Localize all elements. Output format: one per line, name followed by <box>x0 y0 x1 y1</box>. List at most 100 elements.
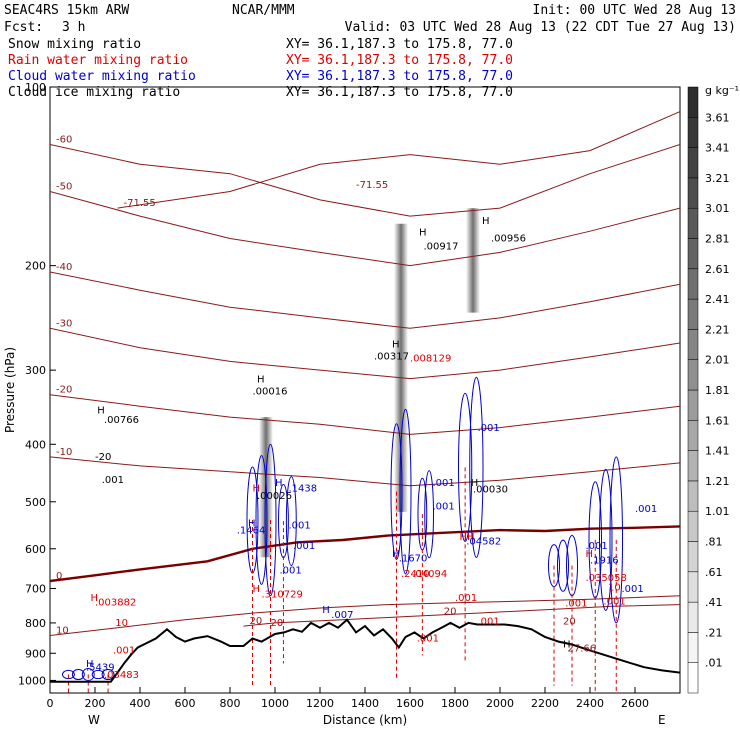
cloud-water-contour <box>557 539 569 592</box>
field-legend-name: Snow mixing ratio <box>8 37 141 52</box>
y-tick-label: 700 <box>25 583 46 596</box>
contour-annotation: 20 <box>563 617 576 628</box>
contour-annotation: .001 <box>565 598 587 609</box>
x-tick-label: 0 <box>47 697 54 710</box>
colorbar-swatch <box>687 420 699 451</box>
contour-annotation: H <box>97 406 105 417</box>
cloud-water-contour <box>81 668 95 681</box>
colorbar-label: 1.21 <box>705 475 730 488</box>
y-axis: 100 200 300 400 500 600 700 800 900 1000 <box>18 81 56 687</box>
contour-annotation: .008129 <box>410 353 451 364</box>
cloud-water-contour <box>424 470 434 559</box>
temperature-contour <box>50 595 680 636</box>
colorbar-label: .81 <box>705 536 723 549</box>
colorbar-label: 3.61 <box>705 111 730 124</box>
y-tick-label: 800 <box>25 617 46 630</box>
colorbar-swatch <box>687 389 699 421</box>
colorbar-swatch <box>687 662 699 694</box>
contour-annotation: .001 <box>280 565 302 576</box>
contour-annotation: .04094 <box>412 569 447 580</box>
temperature-contour-label: -40 <box>56 262 72 273</box>
y-tick-label: 100 <box>25 81 46 94</box>
colorbar-swatch <box>687 480 699 512</box>
contour-annotation: H <box>253 584 261 595</box>
y-tick-label: 500 <box>25 496 46 509</box>
colorbar-swatch <box>687 147 699 179</box>
temperature-contour-label: -30 <box>56 318 72 329</box>
colorbar-swatch <box>687 207 699 239</box>
y-tick-label: 400 <box>25 438 46 451</box>
contour-annotation: 10 <box>115 618 128 629</box>
colorbar-swatch <box>687 359 699 391</box>
cloud-water-contour <box>609 456 623 624</box>
contour-annotation: .2410 <box>401 569 430 580</box>
field-legend-xy: XY= 36.1,187.3 to 175.8, 77.0 <box>286 85 513 100</box>
temperature-contour <box>50 456 680 487</box>
contour-annotation: 27.66 <box>568 643 597 654</box>
contour-annotation: .001 <box>102 475 124 486</box>
temperature-contour <box>117 111 680 209</box>
x-tick-label: 2600 <box>621 697 649 710</box>
x-tick-label: 1200 <box>306 697 334 710</box>
contour-annotation: .035058 <box>586 573 627 584</box>
contour-annotation: 20 <box>444 607 457 618</box>
x-tick-label: 2000 <box>486 697 514 710</box>
contour-annotation: .00917 <box>424 242 459 253</box>
contour-annotation: H <box>471 478 479 489</box>
y-axis-title: Pressure (hPa) <box>3 347 17 433</box>
contour-annotation: .001 <box>635 504 657 515</box>
colorbar-label: 1.41 <box>705 445 730 458</box>
contour-annotation: .001 <box>433 501 455 512</box>
contour-annotation: .001 <box>455 593 477 604</box>
contour-annotation: HH <box>460 532 475 543</box>
contour-annotation: -20 <box>95 452 111 463</box>
contour-annotation: H <box>253 483 261 494</box>
colorbar-swatch <box>687 117 699 148</box>
field-legend-name: Cloud water mixing ratio <box>8 69 196 84</box>
colorbar-label: 2.41 <box>705 293 730 306</box>
contour-annotation: H <box>86 659 94 670</box>
temperature-contour-label: -10 <box>56 447 72 458</box>
x-axis-title: Distance (km) <box>323 713 407 727</box>
y-tick-label: 300 <box>25 364 46 377</box>
field-legend: Snow mixing ratio XY= 36.1,187.3 to 175.8… <box>8 37 513 100</box>
contour-annotation: H <box>257 375 265 386</box>
temperature-contour-label: 10 <box>56 625 69 636</box>
contour-annotation: .001 <box>478 423 500 434</box>
contour-annotation: .00016 <box>253 387 288 398</box>
contour-annotation: .00030 <box>473 484 508 495</box>
plot-area: -71.55-60-50-40-30-20-1001020-71.55H.009… <box>50 111 680 693</box>
colorbar-swatch <box>687 571 699 603</box>
init-time: Init: 00 UTC Wed 28 Aug 13 <box>533 3 737 18</box>
cloud-water-contour <box>469 376 484 558</box>
colorbar-swatch <box>687 238 699 270</box>
contour-annotation: .1670 <box>399 553 428 564</box>
freezing-level-contour <box>50 525 680 583</box>
organization: NCAR/MMM <box>232 3 295 18</box>
contour-annotation: .1916 <box>590 555 619 566</box>
temperature-contour-label: 0 <box>56 571 62 582</box>
colorbar-swatch <box>687 632 699 663</box>
cloud-water-contour <box>285 476 297 567</box>
cloud-water-contour <box>599 468 613 611</box>
forecast-label: Fcst: <box>4 20 43 35</box>
colorbar-swatch <box>687 268 699 300</box>
cloud-water-contour <box>390 423 403 560</box>
contour-annotation: 20 <box>271 618 284 629</box>
colorbar: .01 .21 .41 .61 .81 1.01 1.21 1.41 1.61 1.81 2.01 2… <box>687 86 730 694</box>
cloud-water-contour <box>246 466 259 574</box>
contour-annotation: .1438 <box>289 483 318 494</box>
field-legend-name: Rain water mixing ratio <box>8 53 188 68</box>
contour-annotation: H <box>482 216 490 227</box>
contour-annotation: .001 <box>293 541 315 552</box>
colorbar-label: 3.41 <box>705 142 730 155</box>
x-axis-west-label: W <box>88 713 100 727</box>
contour-annotation: .001 <box>417 634 439 645</box>
y-tick-label: 900 <box>25 647 46 660</box>
contour-annotation: .5439 <box>86 663 115 674</box>
colorbar-swatch <box>687 298 699 330</box>
temperature-contour-label: -20 <box>56 385 72 396</box>
contour-annotation: H <box>586 549 594 560</box>
x-tick-label: 800 <box>220 697 241 710</box>
colorbar-swatch <box>687 329 699 360</box>
